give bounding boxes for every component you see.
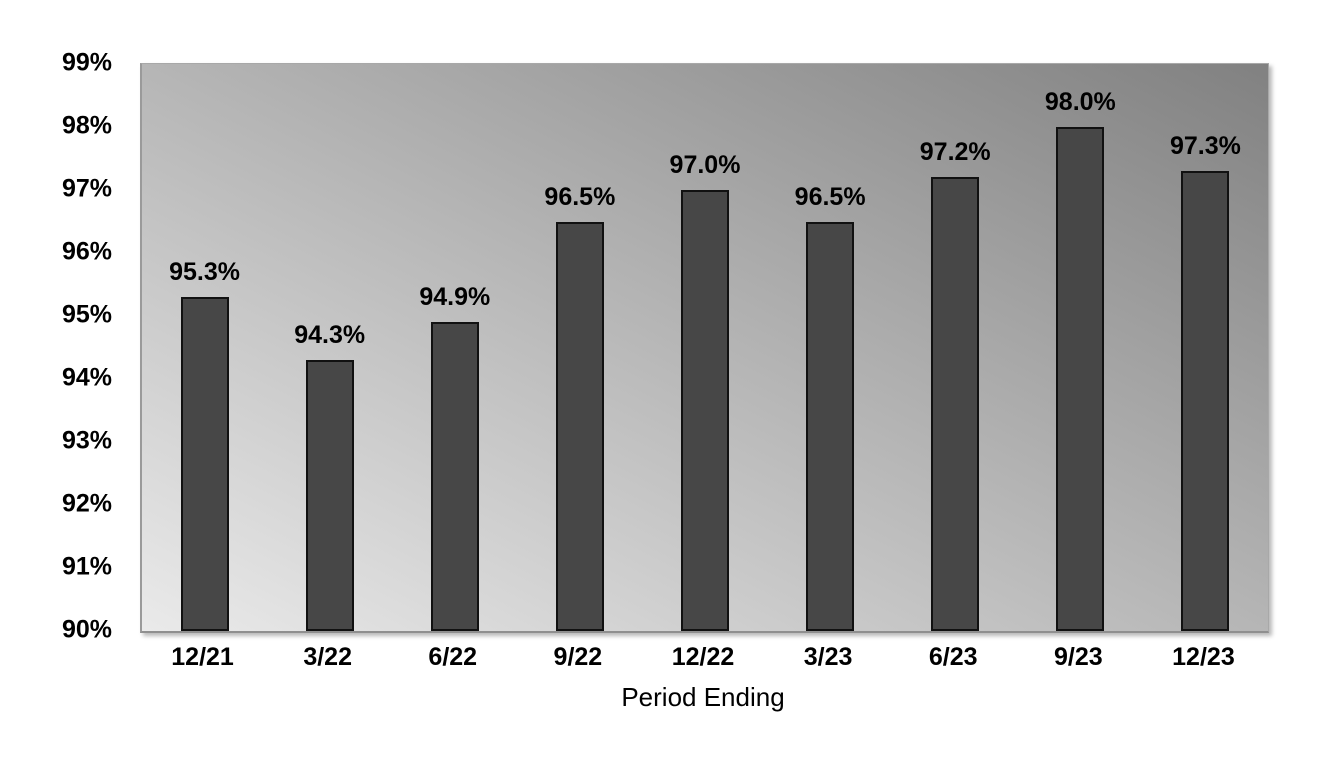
bar — [555, 221, 604, 631]
bar — [1181, 171, 1230, 631]
y-tick-label: 95% — [61, 300, 112, 329]
bar-value-label: 97.3% — [1169, 132, 1241, 161]
x-tick-label: 12/22 — [671, 643, 735, 671]
x-tick-label: 3/23 — [803, 643, 853, 671]
x-axis-title: Period Ending — [621, 682, 785, 712]
y-tick-label: 97% — [61, 174, 112, 203]
bar — [430, 322, 479, 631]
bar-value-label: 95.3% — [169, 258, 240, 287]
x-tick-label: 9/22 — [553, 643, 603, 671]
x-tick-label: 6/22 — [428, 643, 478, 671]
y-tick-label: 94% — [61, 363, 112, 392]
bar-value-label: 98.0% — [1044, 88, 1116, 116]
bar — [180, 297, 229, 631]
bar-value-label: 97.2% — [919, 138, 991, 167]
bar — [305, 360, 354, 631]
y-tick-label: 92% — [61, 489, 112, 518]
y-tick-label: 96% — [61, 237, 112, 266]
x-tick-label: 3/22 — [303, 643, 352, 671]
bar — [681, 190, 729, 631]
bar — [806, 221, 855, 631]
y-tick-label: 91% — [61, 552, 112, 581]
x-tick-label: 9/23 — [1053, 643, 1103, 671]
x-axis: 12/21 3/22 6/22 9/22 12/22 3/23 6/23 9/23 12/23 — [140, 645, 1266, 675]
x-tick-label: 12/23 — [1172, 643, 1235, 671]
y-axis: 99% 98% 97% 96% 95% 94% 93% 92% 91% 90% — [0, 50, 112, 642]
bar-value-label: 97.0% — [669, 151, 741, 179]
plot-area: 95.3% 94.3% 94.9% 96.5% 97.0% 96.5% 97.2% 98.0%… — [140, 63, 1269, 633]
bar-value-label: 94.3% — [294, 321, 366, 350]
bar — [1056, 127, 1105, 631]
y-tick-label: 98% — [61, 111, 112, 140]
bar-value-label: 96.5% — [544, 182, 616, 211]
bar-value-label: 96.5% — [794, 182, 866, 211]
bar-value-label: 94.9% — [419, 283, 491, 312]
x-tick-label: 6/23 — [928, 643, 978, 671]
bar — [931, 177, 980, 631]
y-tick-label: 99% — [61, 48, 112, 77]
y-tick-label: 90% — [61, 615, 112, 644]
y-tick-label: 93% — [61, 426, 112, 455]
x-tick-label: 12/21 — [171, 643, 234, 671]
